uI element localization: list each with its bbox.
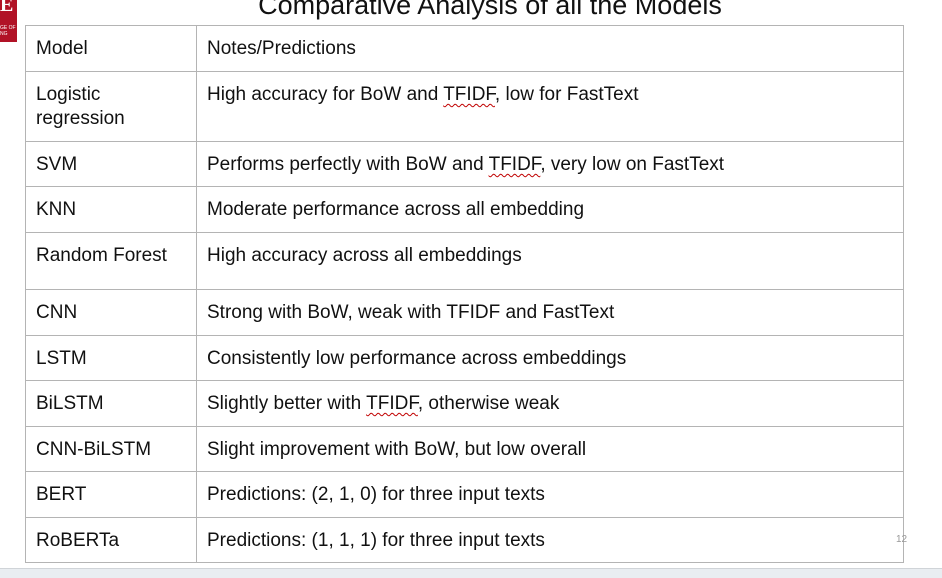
bottom-bar [0,568,942,578]
model-cell: BERT [25,471,197,518]
table-row: BERT Predictions: (2, 1, 0) for three in… [25,471,904,518]
comparison-table: Model Notes/Predictions Logistic regress… [25,25,904,563]
notes-text: , otherwise weak [417,393,560,414]
college-logo: E GE OF NG [0,0,17,42]
slide-title: Comparative Analysis of all the Models [258,0,722,20]
notes-cell: Slight improvement with BoW, but low ove… [196,426,904,472]
table-header-row: Model Notes/Predictions [25,25,904,72]
notes-cell: Predictions: (1, 1, 1) for three input t… [196,517,904,563]
table-row: RoBERTa Predictions: (1, 1, 1) for three… [25,517,904,563]
notes-cell: Moderate performance across all embeddin… [196,186,904,233]
notes-cell: Performs perfectly with BoW and TFIDF, v… [196,141,904,187]
notes-text: Slightly better with [207,393,367,414]
notes-text: High accuracy across all embeddings [207,245,522,266]
notes-text: Strong with BoW, weak with TFIDF and Fas… [207,302,615,323]
table-row: Logistic regression High accuracy for Bo… [25,71,904,142]
model-cell: CNN [25,289,197,336]
notes-text: Predictions: (1, 1, 1) for three input t… [207,530,545,551]
header-model: Model [25,25,197,72]
notes-cell: Consistently low performance across embe… [196,335,904,381]
notes-cell: Strong with BoW, weak with TFIDF and Fas… [196,289,904,336]
model-cell: KNN [25,186,197,233]
logo-mark: E [0,0,14,16]
table-row: KNN Moderate performance across all embe… [25,186,904,233]
model-cell: CNN-BiLSTM [25,426,197,472]
notes-cell: High accuracy across all embeddings [196,232,904,290]
page-number: 12 [896,534,908,545]
model-cell: RoBERTa [25,517,197,563]
notes-text: Slight improvement with BoW, but low ove… [207,439,587,460]
table-row: Random Forest High accuracy across all e… [25,232,904,290]
notes-text: , low for FastText [494,84,639,105]
notes-cell: Slightly better with TFIDF, otherwise we… [196,380,904,427]
table-row: SVM Performs perfectly with BoW and TFID… [25,141,904,187]
logo-text: GE OF NG [0,25,16,37]
notes-text: , very low on FastText [540,154,725,175]
notes-spellcheck-word: TFIDF [366,393,418,414]
model-cell: Random Forest [25,232,197,290]
model-cell: Logistic regression [25,71,197,142]
notes-text: Moderate performance across all embeddin… [207,199,585,220]
notes-text: Consistently low performance across embe… [207,348,627,369]
notes-cell: Predictions: (2, 1, 0) for three input t… [196,471,904,518]
table-row: LSTM Consistently low performance across… [25,335,904,381]
notes-spellcheck-word: TFIDF [488,154,541,175]
header-notes: Notes/Predictions [196,25,904,72]
model-cell: LSTM [25,335,197,381]
notes-spellcheck-word: TFIDF [443,84,495,105]
notes-cell: High accuracy for BoW and TFIDF, low for… [196,71,904,142]
notes-text: Performs perfectly with BoW and [207,154,489,175]
table-row: BiLSTM Slightly better with TFIDF, other… [25,380,904,427]
notes-text: Predictions: (2, 1, 0) for three input t… [207,484,545,505]
notes-text: High accuracy for BoW and [207,84,444,105]
table-row: CNN-BiLSTM Slight improvement with BoW, … [25,426,904,472]
model-cell: SVM [25,141,197,187]
model-cell: BiLSTM [25,380,197,427]
table-row: CNN Strong with BoW, weak with TFIDF and… [25,289,904,336]
